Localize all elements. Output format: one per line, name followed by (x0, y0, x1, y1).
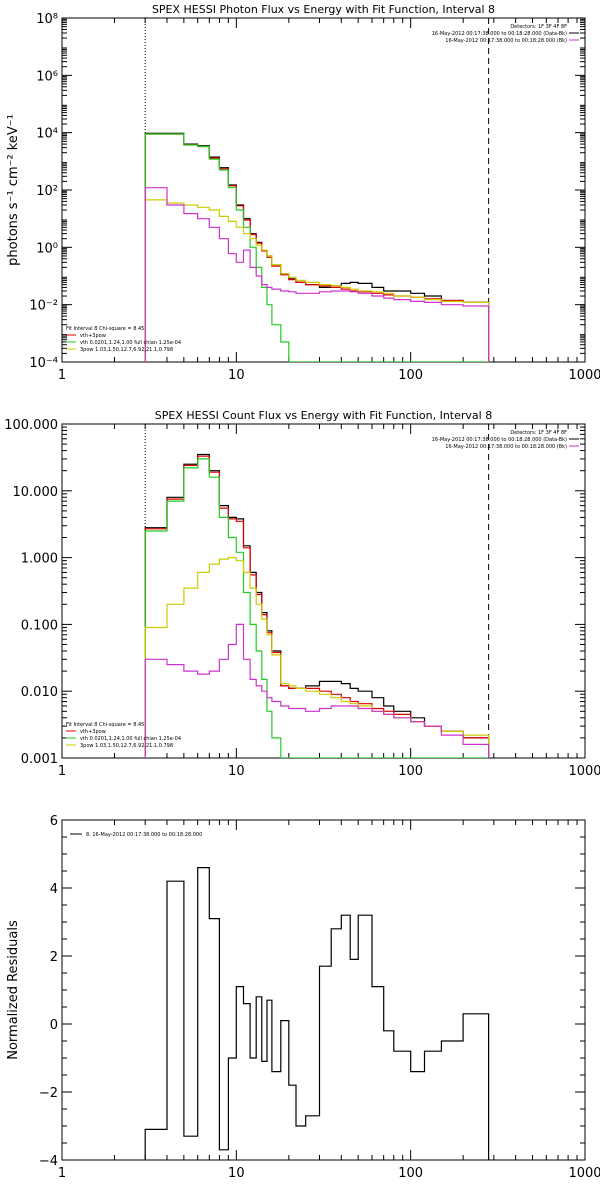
series-line-4 (144, 199, 490, 362)
x-tick-label: 1000 (568, 764, 600, 779)
series-line-1 (144, 453, 490, 758)
data-group (144, 132, 490, 362)
y-tick-label: 10⁸ (36, 12, 58, 27)
legend-text: Fit Interval 8 Chi-square = 8.45 (66, 722, 144, 728)
legend-text: vth 0.0201,1.24,1.00 full chian 1.25e-04 (80, 736, 181, 742)
plot-frame (61, 17, 586, 363)
y-tick-label: 1.000 (21, 552, 58, 567)
y-tick-label: 0.001 (21, 752, 58, 767)
plot-frame (61, 819, 586, 1161)
chart-panel-3: 1 10 100 1000 −4 −2 0 2 4 6 Normalized Residuals 8.… (6, 814, 600, 1181)
y-tick-label: 2 (50, 950, 58, 965)
x-tick-label: 10 (228, 1166, 245, 1181)
legend-text: 16-May-2012 00:17:38.000 to 00:18:28.000… (445, 444, 567, 450)
data-group (144, 453, 490, 758)
chart-title: SPEX HESSI Count Flux vs Energy with Fit… (155, 409, 492, 422)
y-tick-label: 0.010 (21, 685, 58, 700)
series-line-2 (144, 133, 490, 362)
x-tick-label: 1000 (568, 368, 600, 383)
x-tick-label: 100 (398, 1166, 423, 1181)
legend-text: 3pow 1.03,1.50,12.7,6.92,21.1,0.798 (80, 743, 173, 749)
x-tick-label: 100 (398, 368, 423, 383)
x-tick-label: 10 (228, 368, 245, 383)
y-tick-label: 0.100 (21, 618, 58, 633)
y-tick-label: 10² (36, 184, 58, 199)
x-tick-label: 1 (58, 368, 66, 383)
x-tick-label: 1 (58, 1166, 66, 1181)
x-tick-label: 1000 (568, 1166, 600, 1181)
y-tick-label: 10⁻² (29, 299, 58, 314)
y-axis-label: Normalized Residuals (6, 920, 21, 1060)
x-tick-label: 10 (228, 764, 245, 779)
data-group (144, 867, 490, 1160)
series-line-2 (144, 455, 490, 758)
series-line-4 (144, 557, 490, 758)
y-tick-label: 10.000 (13, 485, 59, 500)
series-line-1 (144, 867, 490, 1160)
chart-panel-2: SPEX HESSI Count Flux vs Energy with Fit… (4, 409, 600, 779)
y-tick-label: 100.000 (4, 418, 58, 433)
chart-title: SPEX HESSI Photon Flux vs Energy with Fi… (152, 3, 495, 16)
y-tick-label: 10⁻⁴ (29, 356, 58, 371)
series-line-5 (144, 623, 490, 758)
x-tick-label: 1 (58, 764, 66, 779)
y-tick-label: 0 (50, 1018, 58, 1033)
legend-text: 16-May-2012 00:17:38.000 to 00:18:28.000… (432, 31, 567, 37)
y-tick-label: −4 (39, 1154, 58, 1169)
legend-text: 8. 16-May-2012 00:17:38.000 to 00:18:28.… (86, 832, 202, 838)
legend-text: vth+3pow (80, 729, 106, 735)
legend-text: Detectors: 1F 3F 4F 8F (510, 430, 567, 436)
legend-text: 16-May-2012 00:17:38.000 to 00:18:28.000… (445, 38, 567, 44)
legend-text: vth 0.0201,1.24,1.00 full chian 1.25e-04 (80, 340, 181, 346)
y-tick-label: −2 (39, 1086, 58, 1101)
legend-text: 3pow 1.03,1.50,12.7,6.92,21.1,0.798 (80, 347, 173, 353)
y-tick-label: 10⁰ (36, 241, 58, 256)
y-tick-label: 4 (50, 882, 58, 897)
series-line-3 (144, 458, 489, 758)
y-tick-label: 6 (50, 814, 58, 829)
y-tick-label: 10⁴ (36, 127, 58, 142)
legend-text: vth+3pow (80, 333, 106, 339)
series-line-1 (144, 132, 490, 362)
legend-text: Fit Interval 8 Chi-square = 8.45 (66, 326, 144, 332)
legend-text: Detectors: 1F 3F 4F 8F (510, 24, 567, 30)
legend-text: 16-May-2012 00:17:38.000 to 00:18:28.000… (432, 437, 567, 443)
series-line-3 (144, 133, 489, 362)
y-axis-label: photons s⁻¹ cm⁻² keV⁻¹ (6, 114, 21, 266)
series-line-5 (144, 187, 490, 362)
chart-panel-1: SPEX HESSI Photon Flux vs Energy with Fi… (6, 3, 600, 383)
x-tick-label: 100 (398, 764, 423, 779)
y-tick-label: 10⁶ (36, 69, 58, 84)
